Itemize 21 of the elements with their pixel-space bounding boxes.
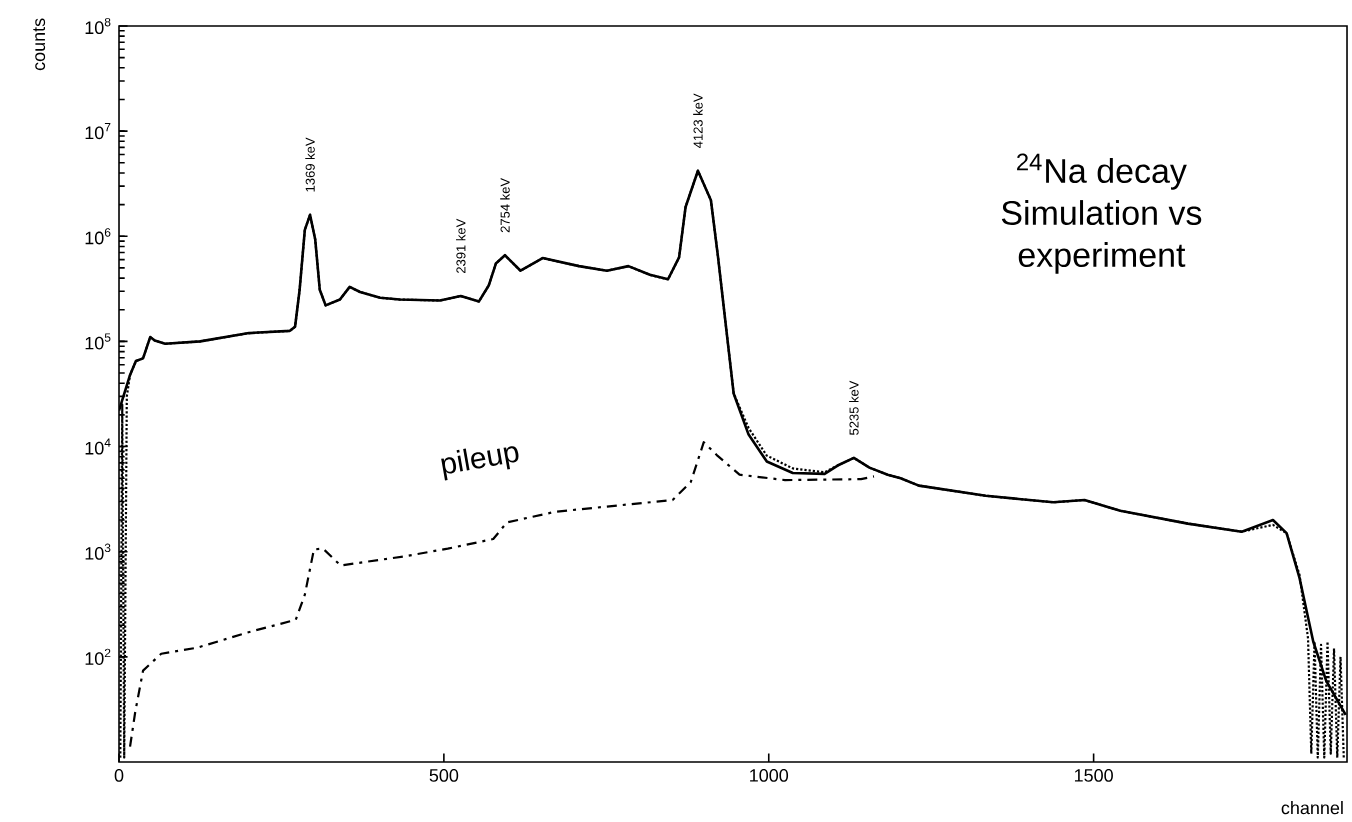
x-tick-label: 0 xyxy=(114,769,124,782)
annotation: 2754 keV xyxy=(500,178,510,233)
y-tick-label: 10$^{7}$ xyxy=(85,123,111,140)
y-tick-label: 10$^{8}$ xyxy=(85,17,111,35)
x-tick-label: 1500 xyxy=(1074,769,1113,782)
y-tick-label: 10$^{4}$ xyxy=(85,438,111,455)
annotation: $^{24}$Na decay Simulation vs experiment xyxy=(1001,153,1202,274)
annotation: 4123 keV xyxy=(693,93,703,149)
x-tick-label: 1000 xyxy=(750,769,789,782)
annotation: 5235 keV xyxy=(849,380,859,435)
x-axis-title: channel xyxy=(1281,801,1343,815)
annotation: pileup xyxy=(441,446,519,481)
y-tick-label: 10$^{5}$ xyxy=(85,333,111,350)
y-tick-label: 10$^{3}$ xyxy=(85,543,111,560)
y-tick-label: 10$^{6}$ xyxy=(85,228,111,245)
y-axis-title: counts xyxy=(33,18,46,71)
line-series xyxy=(128,441,876,748)
annotation: 2391 keV xyxy=(456,218,466,273)
x-tick-label: 500 xyxy=(429,769,459,782)
y-tick-label: 10$^{2}$ xyxy=(85,648,111,665)
annotation: 1369 keV xyxy=(305,137,315,192)
